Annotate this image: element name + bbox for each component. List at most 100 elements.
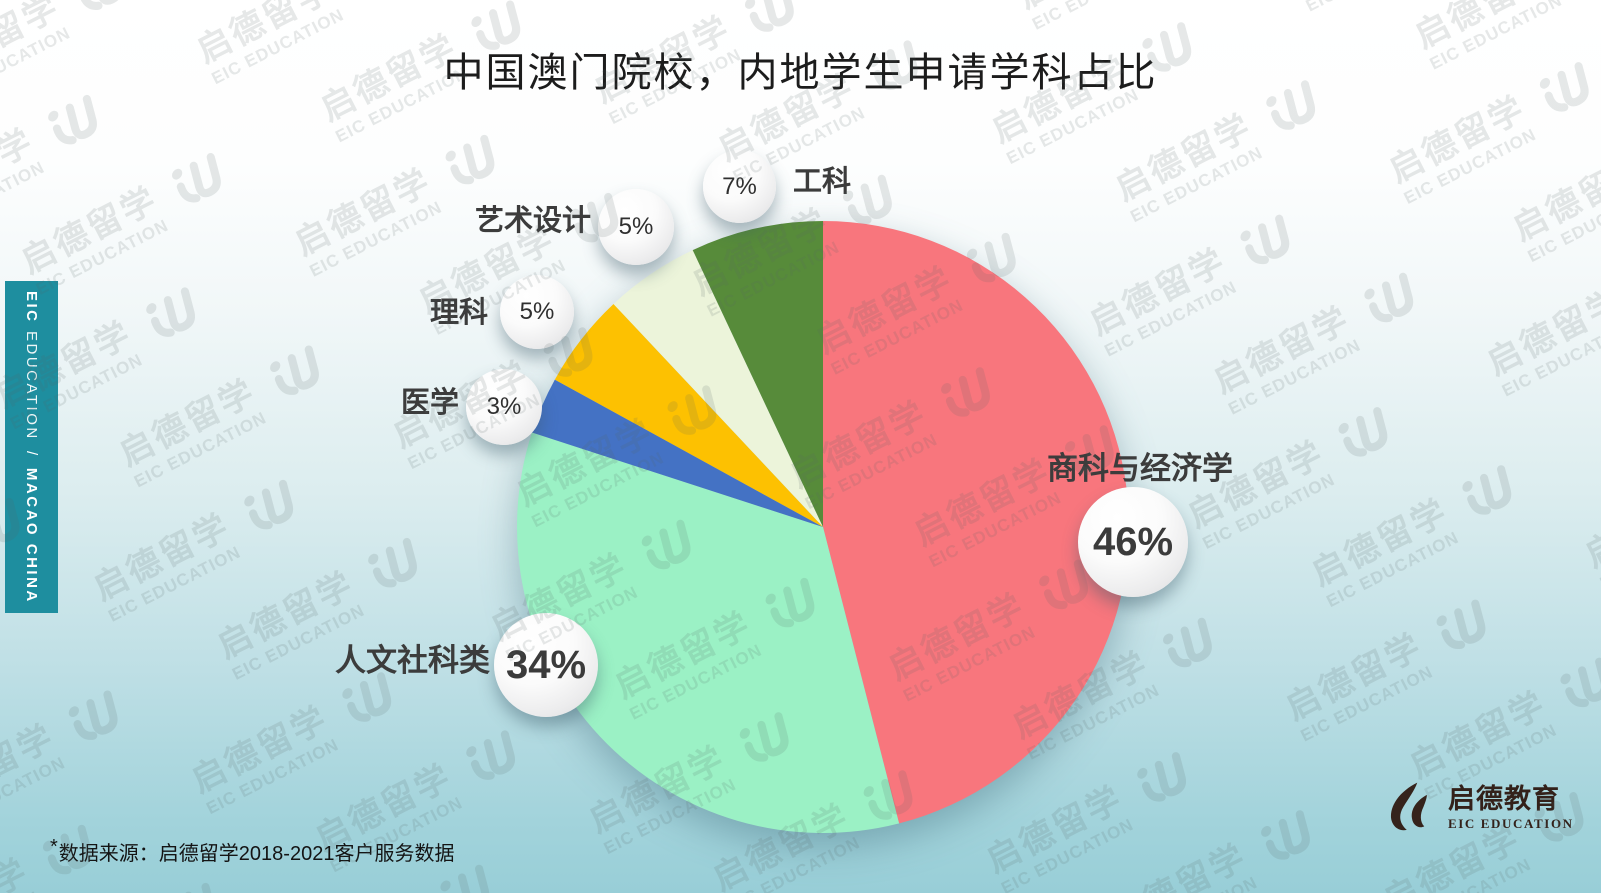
watermark-text-cn: 启德留学 xyxy=(1507,147,1601,249)
pie-chart xyxy=(517,221,1129,833)
watermark-logo-icon xyxy=(368,537,417,588)
pie-slice-2 xyxy=(531,379,823,527)
watermark-text-en: EIC EDUCATION xyxy=(1400,124,1540,209)
watermark-text-cn: 启德留学 xyxy=(1305,492,1455,594)
watermark-logo xyxy=(1455,457,1533,536)
watermark-logo-icon xyxy=(184,882,216,893)
watermark-logo-icon xyxy=(1338,407,1388,457)
watermark-logo-icon xyxy=(1163,617,1212,668)
watermark-logo-icon xyxy=(68,690,118,740)
percent-bubble-business: 46% xyxy=(1078,487,1188,597)
watermark-logo-icon xyxy=(445,134,495,185)
watermark-logo xyxy=(237,471,315,550)
percent-value: 34% xyxy=(505,642,587,687)
watermark-logo xyxy=(160,874,238,893)
percent-bubble-engineering: 7% xyxy=(703,150,776,223)
watermark-text-cn: 启德留学 xyxy=(1403,684,1553,786)
watermark-logo-icon xyxy=(146,287,195,337)
watermark-logo-icon xyxy=(1462,465,1512,515)
watermark-text-en: EIC EDUCATION xyxy=(105,542,244,626)
sidebar-label: EIC EDUCATION / MACAO CHINA xyxy=(23,291,40,604)
sidebar-region: MACAO CHINA xyxy=(23,467,40,604)
watermark-logo-icon xyxy=(1436,599,1486,650)
watermark-text-en: EIC EDUCATION xyxy=(1524,182,1601,267)
watermark-logo xyxy=(67,0,145,31)
watermark-text-en: EIC EDUCATION xyxy=(1225,335,1364,419)
watermark-logo xyxy=(62,682,140,761)
watermark-logo-icon xyxy=(1261,810,1310,860)
watermark-text-en: EIC EDUCATION xyxy=(0,157,48,241)
sidebar-separator: / xyxy=(23,450,40,458)
watermark-logo xyxy=(1357,264,1435,343)
slice-label-engineering: 工科 xyxy=(793,166,852,198)
slice-label-medicine: 医学 xyxy=(400,387,459,419)
watermark-text-cn: 启德留学 xyxy=(113,372,263,474)
watermark-logo xyxy=(165,145,243,224)
watermark-logo-icon xyxy=(78,0,123,10)
sidebar-tab: EIC EDUCATION / MACAO CHINA xyxy=(5,281,58,613)
watermark-text-en: EIC EDUCATION xyxy=(1597,510,1601,593)
watermark-logo xyxy=(1553,649,1601,728)
watermark-text-cn: 启德留学 xyxy=(1502,877,1601,893)
watermark-text-cn: 启德留学 xyxy=(0,121,41,223)
watermark-logo-icon xyxy=(172,153,221,203)
watermark-logo xyxy=(1130,744,1208,823)
percent-value: 5% xyxy=(618,213,654,240)
watermark-text-cn: 启德留学 xyxy=(1012,0,1162,17)
watermark-text-en: EIC EDUCATION xyxy=(1396,854,1537,893)
watermark-logo xyxy=(0,624,16,703)
watermark-text-cn: 启德留学 xyxy=(1279,626,1430,728)
slice-label-business: 商科与经济学 xyxy=(1047,451,1233,486)
watermark-logo xyxy=(341,0,419,13)
sidebar-brand-suffix: EDUCATION xyxy=(23,331,40,441)
percent-bubble-medicine: 3% xyxy=(466,369,542,445)
percent-value: 5% xyxy=(519,298,555,325)
watermark-text-en: EIC EDUCATION xyxy=(0,887,45,893)
watermark-logo-icon xyxy=(1240,214,1290,265)
watermark-text-en: EIC EDUCATION xyxy=(131,408,270,492)
watermark-logo xyxy=(1254,802,1332,881)
percent-bubble-art-design: 5% xyxy=(598,189,674,265)
watermark-logo-icon xyxy=(270,345,319,395)
watermark-text-cn: 启德留学 xyxy=(1579,474,1601,576)
watermark-text-cn: 启德留学 xyxy=(185,699,335,801)
watermark-text-cn: 启德留学 xyxy=(1104,837,1254,893)
watermark-logo-icon xyxy=(1560,657,1601,708)
slice-label-art-design: 艺术设计 xyxy=(474,205,591,237)
sidebar-brand: EIC xyxy=(23,290,40,324)
watermark-logo-icon xyxy=(0,624,14,698)
watermark-text-cn: 启德留学 xyxy=(15,179,165,282)
watermark-text-en: EIC EDUCATION xyxy=(306,197,446,281)
percent-value: 46% xyxy=(1092,519,1174,564)
percent-value: 7% xyxy=(722,172,757,200)
pie-slice-0 xyxy=(823,221,1129,824)
watermark-text-en: EIC EDUCATION xyxy=(1297,662,1437,746)
watermark-text-cn: 启德留学 xyxy=(288,161,439,263)
watermark-text-en: EIC EDUCATION xyxy=(1127,143,1266,227)
watermark-text-cn: 启德留学 xyxy=(0,717,62,819)
pie-slice-5 xyxy=(692,221,823,527)
footnote-text: 数据来源：启德留学2018-2021客户服务数据 xyxy=(58,843,455,865)
footnote-star: * xyxy=(50,836,58,858)
watermark-logo xyxy=(1156,609,1234,688)
watermark-text-en: EIC EDUCATION xyxy=(1303,0,1444,16)
brand-text: 启德教育 EIC EDUCATION xyxy=(1448,784,1574,831)
brand-name-en: EIC EDUCATION xyxy=(1448,815,1574,831)
percent-bubble-science: 5% xyxy=(500,275,574,349)
